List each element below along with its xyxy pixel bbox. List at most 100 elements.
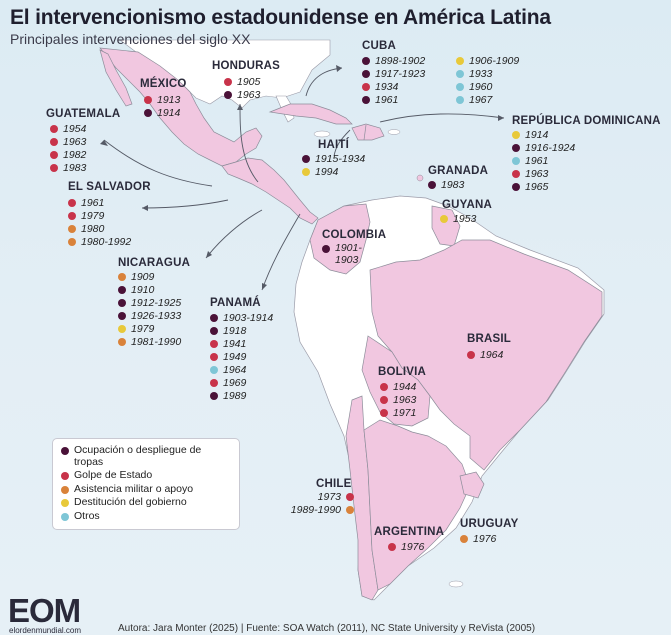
intervention-brasil-1964: 1964 [467,348,503,361]
marker-dot-golpe [68,211,76,220]
intervention-uruguay-1976: 1976 [460,532,496,545]
marker-dot-ocupacion [224,90,232,99]
legend-dot-ocupacion [61,447,69,455]
intervention-year: 1917-1923 [375,67,426,80]
marker-dot-ocupacion [512,182,520,191]
intervention-year: 1961 [375,93,399,106]
intervention-year: 1963 [393,393,417,406]
marker-dot-otros [210,365,218,374]
grenada-landmass [416,174,424,182]
country-label-uruguay: URUGUAY [460,518,519,530]
entries-nicaragua: 1909 1910 1912-1925 1926-1933 1979 1981-1990 [118,270,181,348]
intervention-year: 1971 [393,406,417,419]
intervention-year: 1976 [473,532,497,545]
country-label-panama: PANAMÁ [210,297,261,309]
map-title: El intervencionismo estadounidense en Am… [10,6,551,29]
intervention-mexico-1914: 1914 [144,106,180,119]
country-label-argentina: ARGENTINA [374,526,445,538]
intervention-bolivia-1971: 1971 [380,406,416,419]
marker-dot-golpe [380,382,388,391]
intervention-year: 1989-1990 [290,503,341,516]
country-label-guatemala: GUATEMALA [46,108,121,120]
intervention-year: 1964 [223,363,247,376]
marker-dot-golpe [388,542,396,551]
intervention-cuba-1961: 1961 [362,93,456,106]
marker-dot-golpe [380,408,388,417]
intervention-year: 1905 [237,75,261,88]
entries-mexico: 1913 1914 [144,93,180,119]
intervention-panama-1989: 1989 [210,389,273,402]
eom-logo: EOM [8,592,81,629]
entries-bolivia: 1944 1963 1971 [380,380,416,419]
arrow-honduras [239,103,259,183]
country-label-mexico: MÉXICO [140,78,187,90]
country-label-brasil: BRASIL [467,333,512,345]
intervention-cuba-1917-1923: 1917-1923 [362,67,456,80]
entries-granada: 1983 [428,178,464,191]
marker-dot-asistencia [118,337,126,346]
arrow-cuba [305,67,343,97]
intervention-cuba-1898-1902: 1898-1902 [362,54,456,67]
legend-item-asistencia: Asistencia militar o apoyo [61,483,231,496]
intervention-granada-1983: 1983 [428,178,464,191]
marker-dot-otros [456,82,464,91]
country-label-guyana: GUYANA [442,199,492,211]
entries-colombia: 1901-1903 [322,242,367,266]
intervention-year: 1912-1925 [131,296,182,309]
marker-dot-golpe [210,352,218,361]
marker-dot-ocupacion [362,69,370,78]
intervention-nicaragua-1979: 1979 [118,322,181,335]
country-label-granada: GRANADA [428,165,489,177]
marker-dot-ocupacion [362,95,370,104]
arrowhead-nicaragua [206,251,212,258]
marker-dot-golpe [144,95,152,104]
intervention-year: 1973 [317,490,341,503]
intervention-panama-1941: 1941 [210,337,273,350]
arrowhead-el-salvador [142,205,148,211]
marker-dot-ocupacion [118,311,126,320]
marker-dot-ocupacion [118,298,126,307]
intervention-argentina-1976: 1976 [388,540,424,553]
legend-label: Destitución del gobierno [74,496,187,508]
intervention-panama-1949: 1949 [210,350,273,363]
intervention-year: 1960 [469,80,493,93]
intervention-el_salvador-1961: 1961 [68,196,131,209]
legend-item-destitucion: Destitución del gobierno [61,496,231,509]
intervention-year: 1983 [63,161,87,174]
intervention-nicaragua-1912-1925: 1912-1925 [118,296,181,309]
intervention-year: 1979 [131,322,155,335]
intervention-year: 1980-1992 [81,235,132,248]
intervention-year: 1976 [401,540,425,553]
arrowhead-cuba [336,65,342,72]
entries-honduras: 1905 1963 [224,75,260,101]
marker-dot-golpe [68,198,76,207]
intervention-year: 1964 [480,348,504,361]
intervention-year: 1933 [469,67,493,80]
marker-dot-golpe [210,378,218,387]
intervention-year: 1963 [63,135,87,148]
intervention-year: 1989 [223,389,247,402]
intervention-cuba-1933: 1933 [456,67,516,80]
intervention-year: 1918 [223,324,247,337]
intervention-year: 1967 [469,93,493,106]
intervention-year: 1914 [525,128,549,141]
marker-dot-ocupacion [118,285,126,294]
intervention-honduras-1905: 1905 [224,75,260,88]
legend-item-golpe: Golpe de Estado [61,469,231,482]
intervention-haiti-1994: 1994 [302,165,365,178]
intervention-year: 1965 [525,180,549,193]
arrowhead-panama [262,283,267,290]
intervention-nicaragua-1910: 1910 [118,283,181,296]
intervention-guatemala-1963: 1963 [50,135,86,148]
marker-dot-ocupacion [210,391,218,400]
arrowhead-honduras [237,104,243,110]
entries-chile: 1973 1989-1990 [276,490,354,516]
falklands-landmass [448,580,464,588]
arrowhead-dr [498,115,504,121]
intervention-republica_dominicana-1961: 1961 [512,154,575,167]
intervention-nicaragua-1926-1933: 1926-1933 [118,309,181,322]
intervention-republica_dominicana-1914: 1914 [512,128,575,141]
arrowhead-guatemala [100,140,108,146]
entries-republica-dominicana: 1914 1916-1924 1961 1963 1965 [512,128,575,193]
map-subtitle: Principales intervenciones del siglo XX [10,31,251,47]
